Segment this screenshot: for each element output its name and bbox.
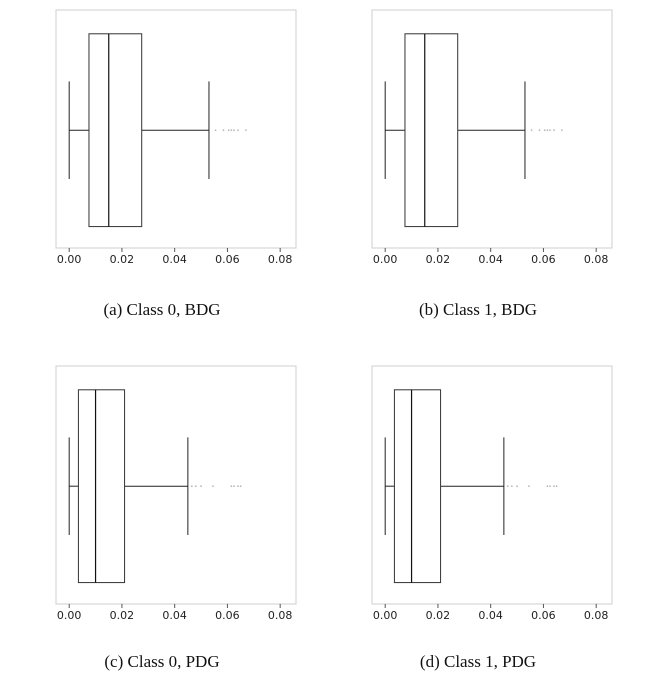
x-tick-label: 0.04 bbox=[478, 253, 503, 266]
outlier-point bbox=[553, 129, 555, 132]
outlier-point bbox=[237, 485, 239, 488]
outlier-point bbox=[237, 129, 239, 132]
plot-frame bbox=[371, 9, 613, 249]
outlier-point bbox=[530, 129, 533, 132]
outlier-point bbox=[233, 129, 235, 132]
outlier-point bbox=[553, 485, 555, 488]
outlier-point bbox=[214, 129, 217, 132]
x-tick-label: 0.06 bbox=[215, 609, 240, 622]
x-tick-label: 0.04 bbox=[162, 253, 187, 266]
plot-frame bbox=[55, 365, 297, 605]
outlier-point bbox=[200, 485, 202, 488]
outlier-point bbox=[194, 485, 197, 488]
x-tick-label: 0.06 bbox=[215, 253, 240, 266]
outlier-point bbox=[212, 485, 214, 488]
outlier-point bbox=[230, 129, 233, 132]
x-tick-label: 0.08 bbox=[268, 609, 293, 622]
x-tick-label: 0.08 bbox=[584, 253, 609, 266]
x-tick-label: 0.02 bbox=[110, 253, 135, 266]
x-tick-label: 0.08 bbox=[584, 609, 609, 622]
caption-b: (b) Class 1, BDG bbox=[418, 300, 538, 319]
chart-panel-c: 0.00 0.02 0.04 0.06 0.08 (c) Class 0, PDG bbox=[0, 356, 324, 693]
caption-c: (c) Class 0, PDG bbox=[104, 652, 220, 671]
outlier-point bbox=[244, 129, 247, 132]
outlier-point bbox=[239, 485, 242, 488]
outlier-point bbox=[190, 485, 193, 488]
outlier-point bbox=[538, 129, 541, 132]
outlier-point bbox=[222, 129, 225, 132]
outlier-point bbox=[546, 129, 549, 132]
x-tick-label: 0.00 bbox=[373, 609, 398, 622]
chart-panel-b: 0.00 0.02 0.04 0.06 0.08 (b) Class 1, BDG bbox=[316, 0, 640, 337]
outlier-point bbox=[549, 129, 551, 132]
chart-panel-a: 0.00 0.02 0.04 0.06 0.08 (a) Class 0, BDG bbox=[0, 0, 324, 337]
plot-frame bbox=[371, 365, 613, 605]
outlier-point bbox=[560, 129, 563, 132]
outlier-point bbox=[549, 485, 551, 488]
outlier-point bbox=[506, 485, 509, 488]
caption-d: (d) Class 1, PDG bbox=[419, 652, 537, 671]
caption-a: (a) Class 0, BDG bbox=[103, 300, 221, 319]
x-tick-label: 0.02 bbox=[426, 253, 451, 266]
x-tick-label: 0.00 bbox=[57, 253, 82, 266]
outlier-point bbox=[510, 485, 513, 488]
x-tick-label: 0.00 bbox=[57, 609, 82, 622]
outlier-point bbox=[516, 485, 518, 488]
plot-frame bbox=[55, 9, 297, 249]
iqr-box bbox=[88, 33, 143, 228]
boxplot-b: 0.00 0.02 0.04 0.06 0.08 bbox=[371, 9, 613, 266]
x-tick-label: 0.04 bbox=[162, 609, 187, 622]
outlier-point bbox=[555, 485, 558, 488]
iqr-box bbox=[404, 33, 459, 228]
boxplot-c: 0.00 0.02 0.04 0.06 0.08 bbox=[55, 365, 297, 622]
iqr-box bbox=[393, 389, 442, 584]
outlier-point bbox=[230, 485, 233, 488]
x-tick-label: 0.02 bbox=[110, 609, 135, 622]
x-tick-label: 0.06 bbox=[531, 609, 556, 622]
x-tick-label: 0.08 bbox=[268, 253, 293, 266]
boxplot-d: 0.00 0.02 0.04 0.06 0.08 bbox=[371, 365, 613, 622]
chart-panel-d: 0.00 0.02 0.04 0.06 0.08 (d) Class 1, PDG bbox=[316, 356, 640, 693]
outlier-point bbox=[227, 129, 230, 132]
x-tick-label: 0.02 bbox=[426, 609, 451, 622]
outlier-point bbox=[546, 485, 549, 488]
x-tick-label: 0.06 bbox=[531, 253, 556, 266]
boxplot-a: 0.00 0.02 0.04 0.06 0.08 bbox=[55, 9, 297, 266]
iqr-box bbox=[77, 389, 126, 584]
outlier-point bbox=[543, 129, 546, 132]
x-tick-label: 0.00 bbox=[373, 253, 398, 266]
x-tick-label: 0.04 bbox=[478, 609, 503, 622]
outlier-point bbox=[233, 485, 235, 488]
outlier-point bbox=[528, 485, 530, 488]
